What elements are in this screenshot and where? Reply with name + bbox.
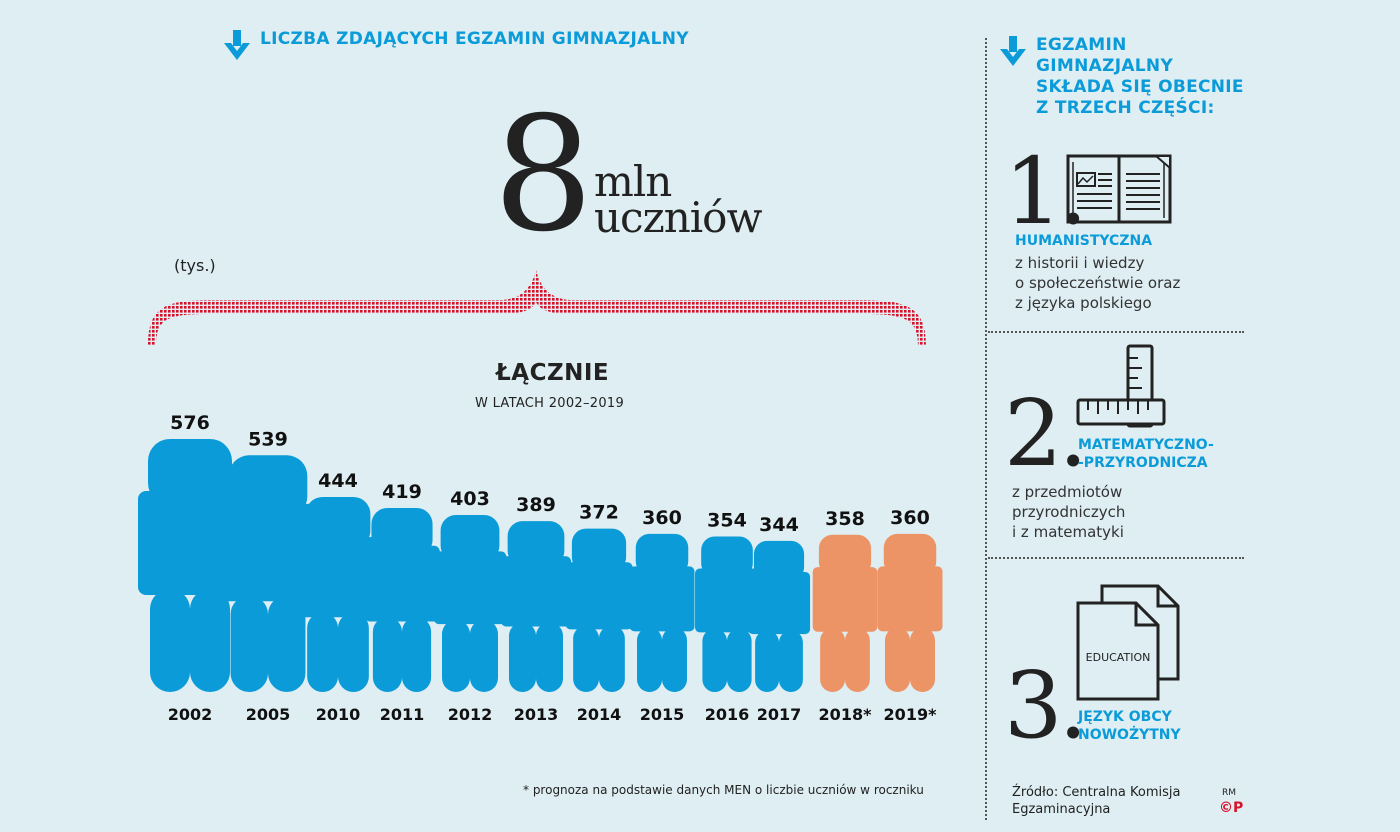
vertical-divider xyxy=(985,38,987,820)
value-label: 360 xyxy=(890,507,930,529)
person-figure xyxy=(138,439,242,692)
value-label: 354 xyxy=(707,510,747,532)
logo-text: RM xyxy=(1222,788,1237,798)
person-figure xyxy=(297,496,379,692)
person-figure xyxy=(433,514,507,692)
person-figure xyxy=(877,533,943,692)
person-figure xyxy=(219,455,317,692)
horizontal-divider xyxy=(988,331,1244,333)
horizontal-divider xyxy=(988,557,1244,559)
documents-icon-label: EDUCATION xyxy=(1086,651,1151,664)
part-2-title: MATEMATYCZNO- -PRZYRODNICZA xyxy=(1078,437,1214,471)
value-label: 358 xyxy=(825,508,865,530)
sidebar-title: EGZAMIN GIMNAZJALNY SKŁADA SIĘ OBECNIE Z… xyxy=(1036,35,1244,118)
value-label: 360 xyxy=(642,507,682,529)
value-label: 372 xyxy=(579,502,619,524)
arrow-down-icon xyxy=(224,30,250,60)
part-3-title: JĘZYK OBCY NOWOŻYTNY xyxy=(1078,709,1181,743)
total-label: ŁĄCZNIE xyxy=(496,360,610,386)
year-label: 2019* xyxy=(884,705,938,724)
value-label: 389 xyxy=(516,494,556,516)
person-figure xyxy=(629,533,695,692)
part-2-number: 2. xyxy=(1004,380,1088,487)
documents-icon: EDUCATION xyxy=(1076,584,1180,701)
person-figure xyxy=(747,540,811,692)
year-label: 2016 xyxy=(705,705,750,724)
people-chart: 576 2002 539 2005 444 2010 419 2011 403 2012 389 20… xyxy=(138,412,943,724)
logo-mark: ©P xyxy=(1219,800,1244,816)
year-label: 2017 xyxy=(757,705,802,724)
year-label: 2005 xyxy=(246,705,291,724)
year-label: 2013 xyxy=(514,705,559,724)
value-label: 403 xyxy=(450,488,490,510)
total-value: 8 xyxy=(493,83,594,267)
arrow-down-icon xyxy=(1000,36,1026,66)
year-label: 2015 xyxy=(640,705,685,724)
part-2-description: z przedmiotów przyrodniczych i z matemat… xyxy=(1012,483,1126,541)
person-figure xyxy=(565,528,633,692)
brace-decoration xyxy=(148,270,926,346)
value-label: 344 xyxy=(759,514,799,536)
person-figure xyxy=(500,521,572,692)
ruler-icon xyxy=(1076,344,1166,428)
value-label: 576 xyxy=(170,412,210,434)
unit-label: (tys.) xyxy=(174,256,216,275)
person-figure xyxy=(364,507,440,692)
total-sublabel: W LATACH 2002–2019 xyxy=(475,396,625,411)
value-label: 419 xyxy=(382,481,422,503)
person-figure xyxy=(695,536,759,692)
chart-title: LICZBA ZDAJĄCYCH EGZAMIN GIMNAZJALNY xyxy=(260,29,689,49)
source-note: Źródło: Centralna Komisja Egzaminacyjna xyxy=(1012,785,1181,817)
year-label: 2010 xyxy=(316,705,361,724)
value-label: 539 xyxy=(248,428,288,450)
total-unit-students: uczniów xyxy=(594,193,762,242)
year-label: 2018* xyxy=(819,705,873,724)
year-label: 2002 xyxy=(168,705,213,724)
part-3-number: 3. xyxy=(1004,652,1088,759)
part-1-title: HUMANISTYCZNA xyxy=(1015,233,1153,249)
total-unit-mln: mln xyxy=(594,157,672,206)
year-label: 2011 xyxy=(380,705,425,724)
value-label: 444 xyxy=(318,470,358,492)
book-icon xyxy=(1066,154,1172,224)
forecast-note: * prognoza na podstawie danych MEN o lic… xyxy=(523,783,924,797)
year-label: 2014 xyxy=(577,705,622,724)
year-label: 2012 xyxy=(448,705,493,724)
person-figure xyxy=(812,534,878,692)
part-1-description: z historii i wiedzy o społeczeństwie ora… xyxy=(1015,254,1181,312)
